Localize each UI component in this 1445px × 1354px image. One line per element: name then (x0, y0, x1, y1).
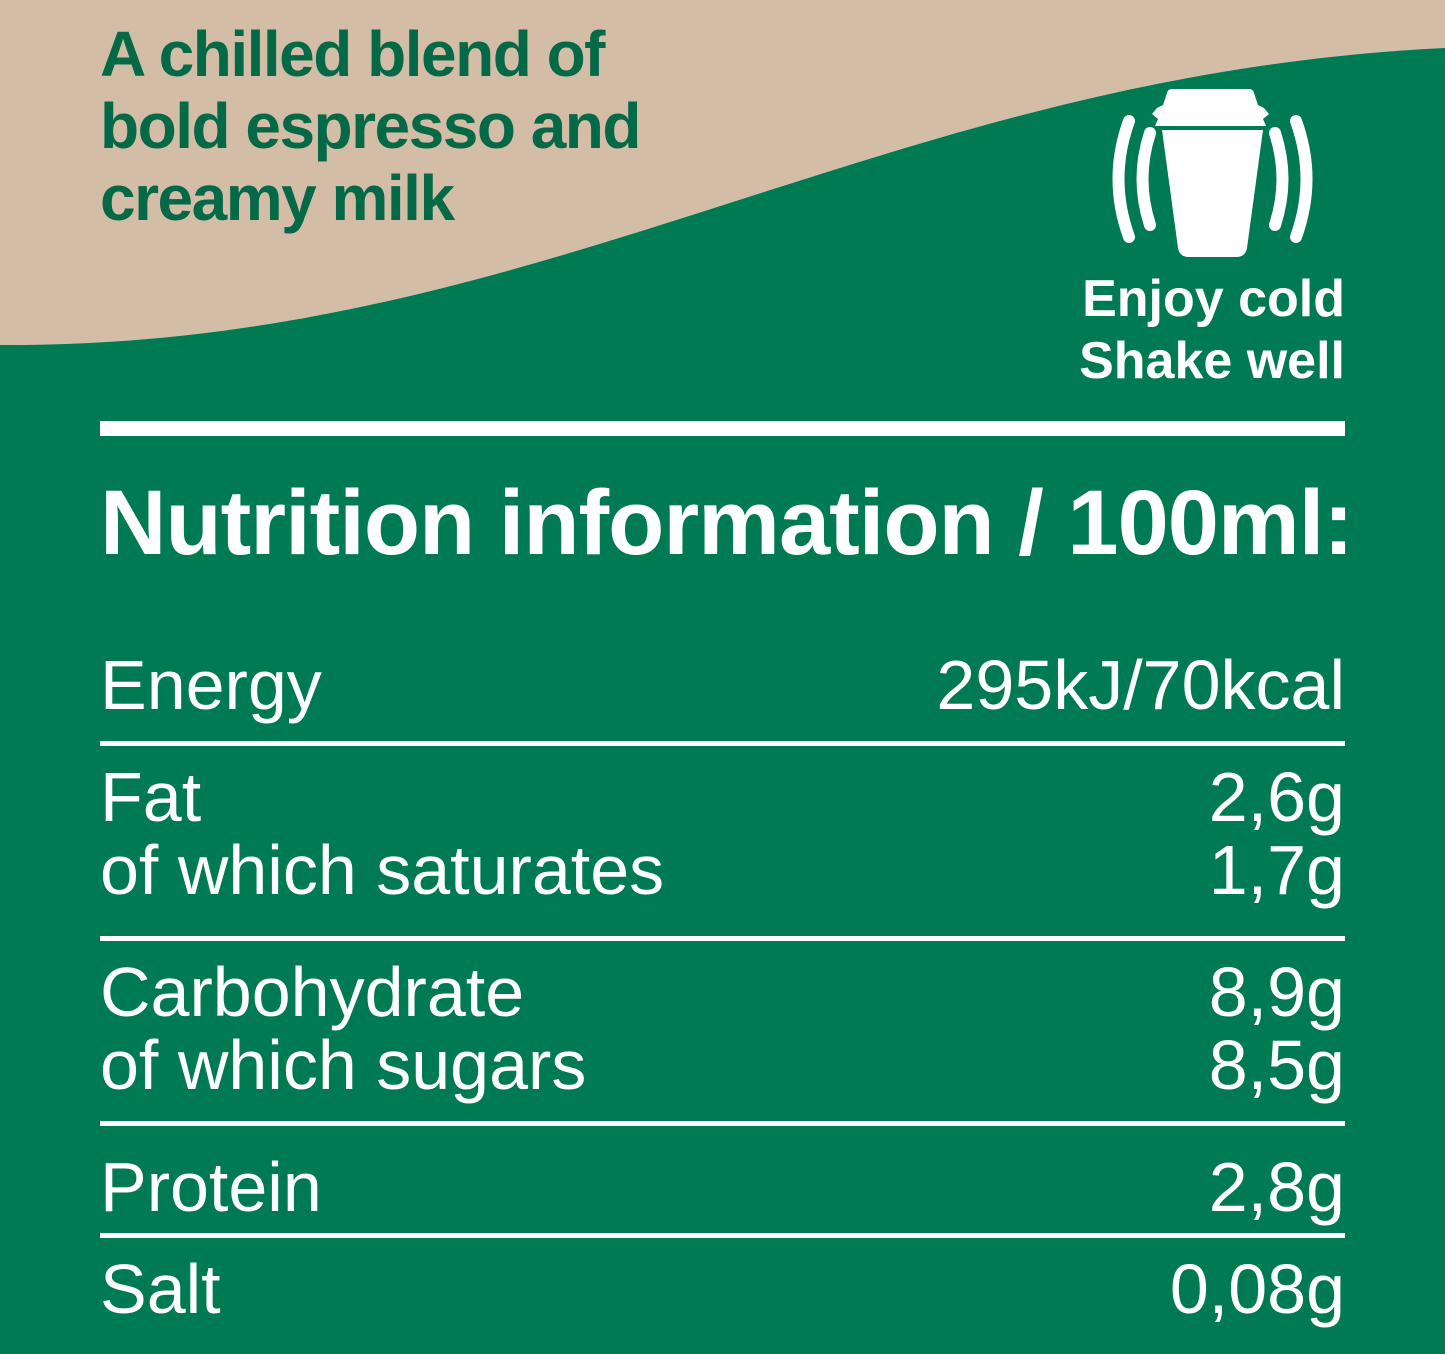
nutrition-heading: Nutrition information / 100ml: (100, 472, 1354, 574)
nutrition-row-salt: Salt 0,08g (100, 1252, 1345, 1326)
nutrition-row-fat: Fat 2,6g (100, 760, 1345, 834)
nutrition-row-energy: Energy 295kJ/70kcal (100, 648, 1345, 722)
row-label: Protein (100, 1148, 322, 1226)
row-label: Energy (100, 646, 322, 724)
nutrition-row-sugars: of which sugars 8,5g (100, 1028, 1345, 1102)
row-value: 1,7g (1208, 831, 1345, 909)
row-divider (100, 741, 1345, 746)
nutrition-row-protein: Protein 2,8g (100, 1150, 1345, 1224)
row-value: 295kJ/70kcal (936, 646, 1345, 724)
serving-text: Enjoy cold Shake well (1079, 268, 1345, 392)
enjoy-cold-text: Enjoy cold (1082, 270, 1345, 328)
nutrition-row-saturates: of which saturates 1,7g (100, 833, 1345, 907)
row-divider (100, 1233, 1345, 1238)
row-label: Salt (100, 1250, 221, 1328)
tagline-line-1: A chilled blend of (100, 18, 605, 90)
row-value: 0,08g (1169, 1250, 1345, 1328)
shaking-cup-icon (1112, 89, 1313, 257)
row-label: of which saturates (100, 831, 665, 909)
tagline-line-3: creamy milk (100, 162, 455, 234)
row-divider (100, 936, 1345, 941)
row-label: of which sugars (100, 1026, 587, 1104)
curved-top-background (0, 0, 1445, 346)
shake-well-text: Shake well (1079, 332, 1345, 390)
row-divider (100, 1121, 1345, 1126)
section-divider (100, 421, 1345, 436)
row-label: Carbohydrate (100, 953, 525, 1031)
row-label: Fat (100, 758, 202, 836)
row-value: 2,8g (1208, 1148, 1345, 1226)
row-value: 2,6g (1208, 758, 1345, 836)
nutrition-row-carbohydrate: Carbohydrate 8,9g (100, 955, 1345, 1029)
tagline-line-2: bold espresso and (100, 90, 641, 162)
row-value: 8,5g (1208, 1026, 1345, 1104)
row-value: 8,9g (1208, 953, 1345, 1031)
tagline: A chilled blend of bold espresso and cre… (100, 18, 641, 234)
